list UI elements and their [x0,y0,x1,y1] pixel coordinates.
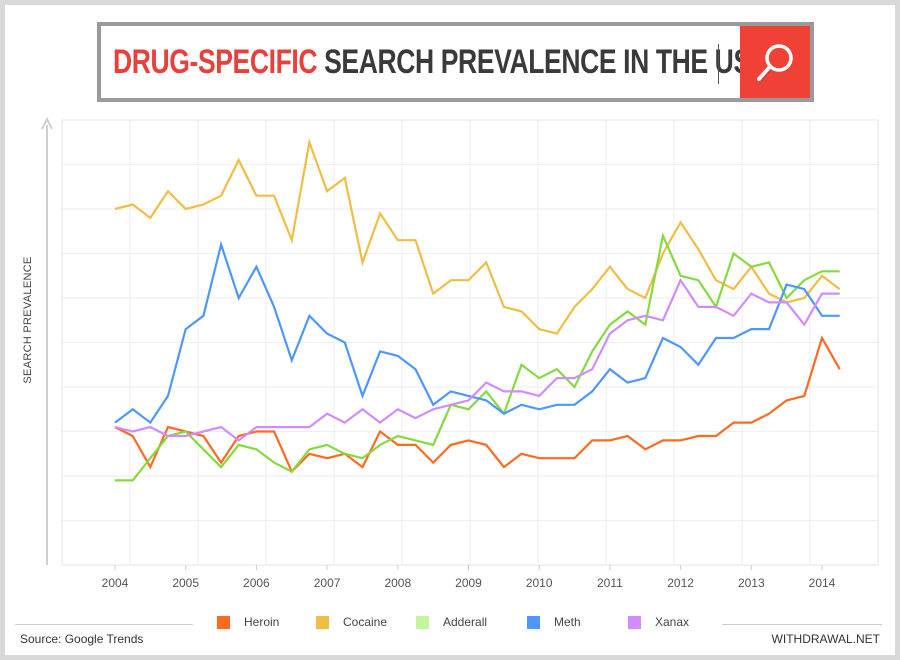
legend-label: Adderall [443,615,488,629]
plot-frame [61,119,879,566]
text-caret [718,44,719,84]
infographic-card [5,5,895,655]
legend-item-cocaine: Cocaine [316,615,387,629]
series-line-xanax [114,277,840,442]
magnifier-icon [757,44,793,82]
legend-label: Heroin [244,615,280,629]
x-tick-label: 2014 [808,576,836,590]
x-tick-label: 2009 [455,576,482,590]
series-line-meth [114,240,840,425]
legend-label: Cocaine [343,615,388,629]
legend-item-xanax: Xanax [628,615,689,629]
legend-swatch [527,615,540,629]
title-highlight: DRUG-SPECIFIC [113,43,318,81]
y-axis-label: SEARCH PREVALENCE [22,256,34,384]
legend-swatch [628,615,641,629]
x-tick-label: 2005 [172,576,200,590]
chart-title: DRUG-SPECIFIC SEARCH PREVALENCE IN THE U… [113,26,751,98]
legend-item-meth: Meth [527,615,581,629]
series-line-adderall [115,232,840,482]
x-tick-label: 2011 [596,576,623,590]
x-tick-label: 2013 [737,576,765,590]
legend-item-adderall: Adderall [416,615,487,629]
y-axis-arrow-icon [41,116,53,130]
legend-item-heroin: Heroin [217,615,279,629]
x-tick-label: 2006 [243,576,270,590]
brand-label: WITHDRAWAL.NET [771,632,880,646]
legend-swatch [416,615,429,629]
legend-swatch [217,615,230,629]
legend-label: Meth [554,615,581,629]
x-tick-label: 2008 [384,576,412,590]
legend-label: Xanax [655,615,690,629]
footer-rule-right [722,624,882,625]
x-tick-label: 2010 [525,576,553,590]
x-tick-label: 2012 [667,576,694,590]
search-button[interactable] [740,26,810,98]
title-search-box: DRUG-SPECIFIC SEARCH PREVALENCE IN THE U… [97,22,814,102]
title-rest: SEARCH PREVALENCE IN THE US [324,43,751,81]
series-line-heroin [114,335,841,474]
footer-rule-left [15,624,193,625]
source-note: Source: Google Trends [20,632,144,646]
x-tick-label: 2004 [101,576,129,590]
legend-swatch [316,615,329,629]
series-line-cocaine [114,138,841,335]
x-tick-label: 2007 [313,576,341,590]
